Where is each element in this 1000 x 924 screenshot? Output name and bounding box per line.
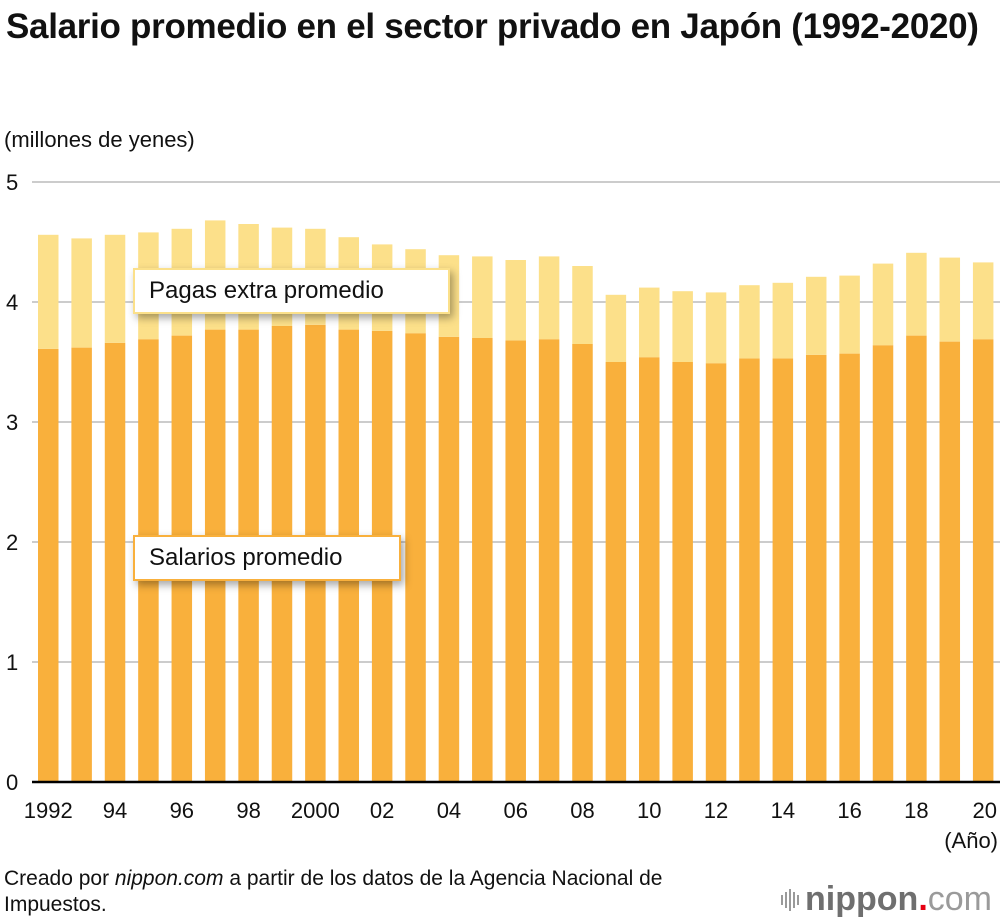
bar-pagas-extra-2015 [805,276,827,355]
bar-pagas-extra-2013 [739,285,760,359]
bar-pagas-extra-2014 [772,282,794,359]
bar-salarios-2019 [939,341,961,782]
x-tick-label: 20 [973,798,997,823]
bar-pagas-extra-2005 [472,256,493,338]
logo-dot: . [918,880,928,918]
x-tick-label: 2000 [291,798,340,823]
bar-salarios-2005 [472,338,493,782]
legend-pagas-extra: Pagas extra promedio [133,268,450,314]
source-note: Creado por nippon.com a partir de los da… [4,866,764,918]
x-tick-label: 94 [103,798,127,823]
x-tick-label: 98 [236,798,260,823]
bar-pagas-extra-2017 [872,263,894,346]
bar-salarios-2007 [538,339,560,782]
bar-pagas-extra-1994 [104,234,126,343]
logo-name: nippon [805,880,919,918]
bar-salarios-1993 [71,347,92,782]
bar-salarios-2013 [739,358,760,782]
nippon-logo: nippon. com [781,880,992,919]
x-tick-label: 10 [637,798,661,823]
x-tick-label: 18 [904,798,928,823]
source-prefix: Creado por [4,867,115,890]
bar-pagas-extra-2016 [839,275,860,354]
x-tick-label: 1992 [24,798,73,823]
source-site: nippon.com [114,867,224,890]
y-tick-label: 2 [6,530,18,555]
bar-salarios-2008 [572,344,593,782]
bar-pagas-extra-2008 [572,266,593,344]
chart-title: Salario promedio en el sector privado en… [6,7,979,46]
y-tick-label: 0 [6,770,18,795]
bar-salarios-2016 [839,353,860,782]
x-tick-label: 06 [503,798,527,823]
bar-salarios-2020 [972,339,994,782]
x-tick-label: 96 [170,798,194,823]
x-axis-ticks: 1992 94 96 98 2000 02 04 06 08 10 12 14 16 18 20 [24,798,997,823]
y-tick-label: 1 [6,650,18,675]
bar-salarios-2003 [405,333,426,782]
bar-pagas-extra-1993 [71,238,92,348]
bar-salarios-2006 [505,340,526,782]
x-tick-label: 08 [570,798,594,823]
bar-pagas-extra-2007 [538,256,560,340]
bar-salarios-2014 [772,358,794,782]
bar-salarios-2012 [705,363,727,782]
bar-salarios-2011 [672,362,693,782]
y-axis-ticks: 0 1 2 3 4 5 [6,170,18,795]
bar-salarios-1994 [104,342,126,782]
bar-salarios-2009 [605,362,627,782]
bar-pagas-extra-2020 [972,262,994,340]
x-tick-label: 12 [704,798,728,823]
x-tick-label: 04 [437,798,461,823]
logo-tld: com [927,880,992,918]
bar-pagas-extra-2009 [605,294,627,362]
bar-salarios-1992 [38,348,59,782]
bar-salarios-2017 [872,345,894,782]
bar-pagas-extra-2006 [505,260,526,341]
bar-pagas-extra-1992 [38,234,59,349]
y-tick-label: 5 [6,170,18,195]
y-tick-label: 4 [6,290,18,315]
bar-pagas-extra-2012 [705,292,727,364]
y-tick-label: 3 [6,410,18,435]
bar-pagas-extra-2011 [672,291,693,362]
x-axis-unit-label: (Año) [944,828,998,853]
bar-pagas-extra-2018 [906,252,927,336]
y-axis-unit-label: (millones de yenes) [4,127,195,152]
bar-salarios-2010 [639,357,660,782]
bar-pagas-extra-2010 [639,287,660,358]
bar-salarios-2015 [805,354,827,782]
sound-bars-icon [781,888,800,911]
x-tick-label: 16 [837,798,861,823]
source-suffix: a partir de los datos de la Agencia Naci… [4,867,663,916]
bar-pagas-extra-2019 [939,257,961,342]
bar-salarios-2018 [906,335,927,782]
legend-salarios: Salarios promedio [133,535,401,581]
x-tick-label: 02 [370,798,394,823]
bar-salarios-2004 [438,336,460,782]
x-tick-label: 14 [771,798,795,823]
